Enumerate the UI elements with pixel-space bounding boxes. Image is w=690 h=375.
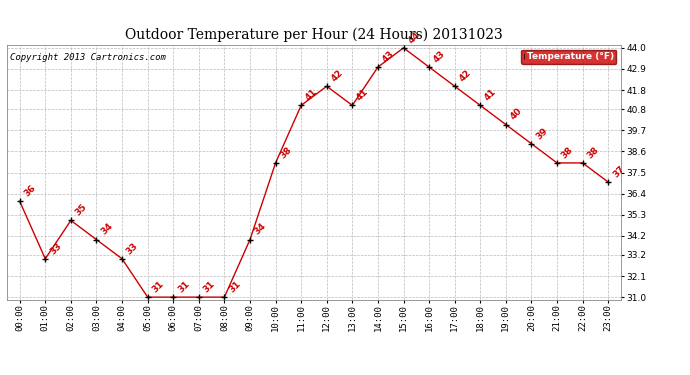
Text: 34: 34 (99, 222, 115, 237)
Text: 35: 35 (74, 202, 89, 217)
Text: 31: 31 (176, 279, 191, 294)
Text: 38: 38 (278, 145, 293, 160)
Text: 31: 31 (201, 279, 217, 294)
Text: Copyright 2013 Cartronics.com: Copyright 2013 Cartronics.com (10, 53, 166, 62)
Text: 33: 33 (125, 241, 140, 256)
Text: 36: 36 (23, 183, 38, 198)
Text: 41: 41 (355, 87, 371, 103)
Text: 44: 44 (406, 30, 422, 45)
Text: 37: 37 (611, 164, 627, 179)
Text: 43: 43 (381, 49, 396, 64)
Text: 43: 43 (432, 49, 447, 64)
Text: 38: 38 (585, 145, 600, 160)
Legend: Temperature (°F): Temperature (°F) (521, 50, 616, 64)
Title: Outdoor Temperature per Hour (24 Hours) 20131023: Outdoor Temperature per Hour (24 Hours) … (125, 28, 503, 42)
Text: 41: 41 (483, 87, 498, 103)
Text: 38: 38 (560, 145, 575, 160)
Text: 39: 39 (534, 126, 549, 141)
Text: 41: 41 (304, 87, 319, 103)
Text: 34: 34 (253, 222, 268, 237)
Text: 31: 31 (227, 279, 242, 294)
Text: 33: 33 (48, 241, 63, 256)
Text: 42: 42 (457, 68, 473, 84)
Text: 42: 42 (330, 68, 345, 84)
Text: 31: 31 (150, 279, 166, 294)
Text: 40: 40 (509, 106, 524, 122)
